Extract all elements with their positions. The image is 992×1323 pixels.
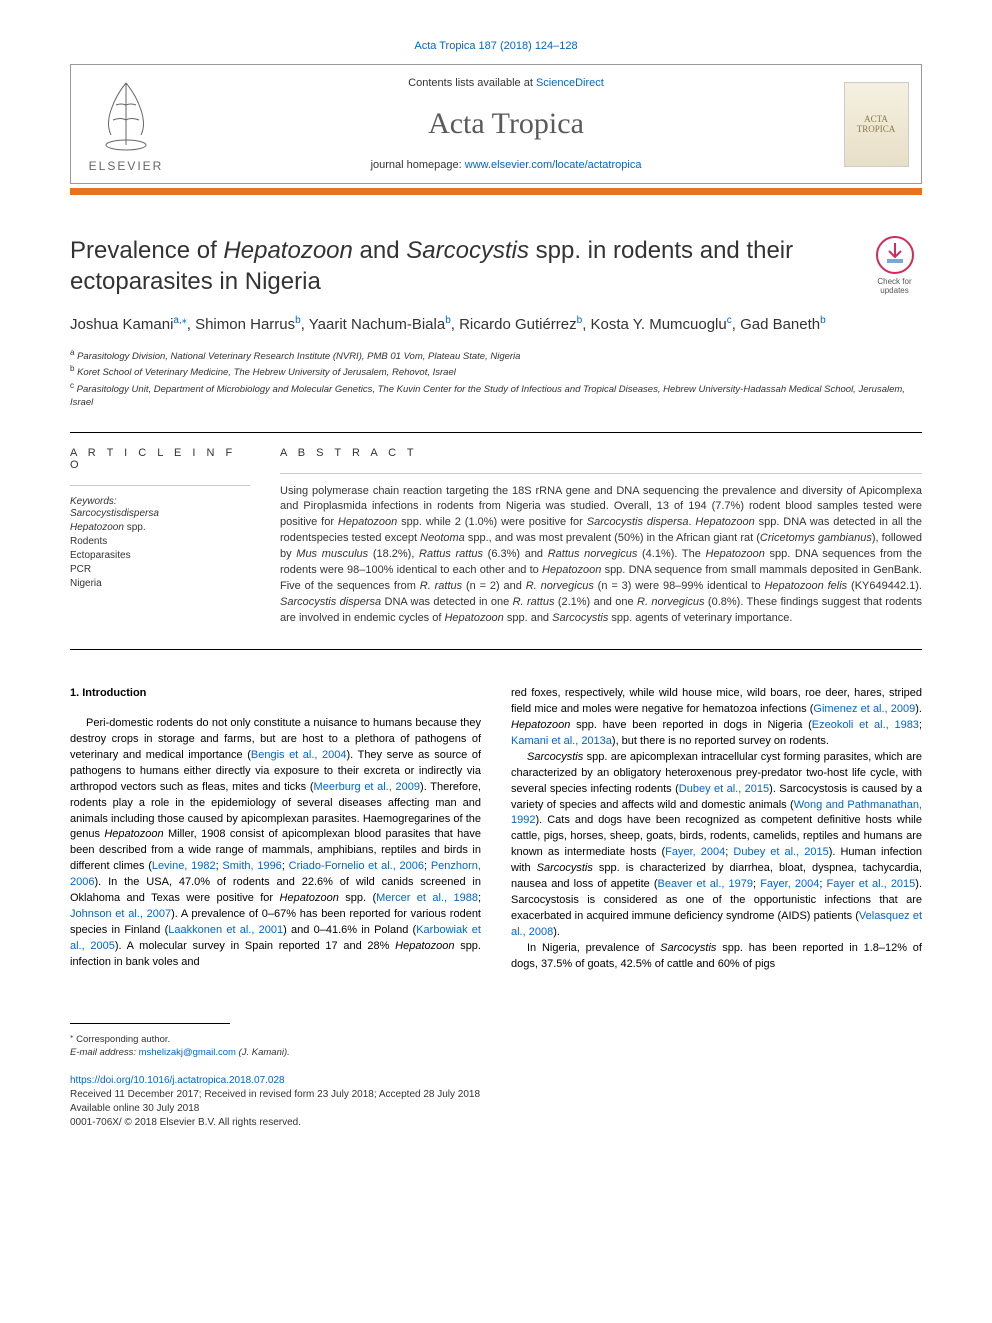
available-line: Available online 30 July 2018	[70, 1102, 922, 1116]
ref-link[interactable]: Meerburg et al., 2009	[314, 781, 420, 793]
intro-heading: 1. Introduction	[70, 686, 481, 702]
doi-block: https://doi.org/10.1016/j.actatropica.20…	[70, 1074, 922, 1130]
article-title: Prevalence of Hepatozoon and Sarcocystis…	[70, 235, 847, 297]
footer-separator	[70, 1023, 230, 1024]
homepage-line: journal homepage: www.elsevier.com/locat…	[181, 159, 831, 171]
email-line: E-mail address: mshelizakj@gmail.com (J.…	[70, 1047, 922, 1058]
homepage-prefix: journal homepage:	[371, 159, 465, 171]
aff-c-link[interactable]: c	[727, 315, 732, 326]
contents-line: Contents lists available at ScienceDirec…	[181, 77, 831, 89]
title-row: Prevalence of Hepatozoon and Sarcocystis…	[70, 235, 922, 297]
email-label: E-mail address:	[70, 1047, 139, 1058]
ref-link[interactable]: Levine, 1982	[152, 860, 216, 872]
body-right-column: red foxes, respectively, while wild hous…	[511, 686, 922, 973]
journal-cover-block: ACTA TROPICA	[831, 65, 921, 183]
abstract-label: A B S T R A C T	[280, 447, 922, 459]
ref-link[interactable]: Kamani et al., 2013a	[511, 735, 612, 747]
aff-b-link-4[interactable]: b	[820, 315, 826, 326]
ref-link[interactable]: Wong and Pathmanathan, 1992	[511, 799, 922, 827]
header-center: Contents lists available at ScienceDirec…	[181, 65, 831, 183]
body-paragraph: Peri-domestic rodents do not only consti…	[70, 716, 481, 971]
ref-link[interactable]: Criado-Fornelio et al., 2006	[289, 860, 424, 872]
aff-b-link[interactable]: b	[295, 315, 301, 326]
journal-cover-icon: ACTA TROPICA	[844, 82, 909, 167]
corresponding-note: ⁎ Corresponding author.	[70, 1032, 922, 1045]
email-link[interactable]: mshelizakj@gmail.com	[139, 1047, 236, 1058]
ref-link[interactable]: Smith, 1996	[222, 860, 281, 872]
divider-bottom	[70, 649, 922, 650]
affiliations: a Parasitology Division, National Veteri…	[70, 347, 922, 410]
affiliation-a: a Parasitology Division, National Veteri…	[70, 347, 922, 363]
abstract-text: Using polymerase chain reaction targetin…	[280, 484, 922, 627]
ref-link[interactable]: Dubey et al., 2015	[679, 783, 769, 795]
ref-link[interactable]: Johnson et al., 2007	[70, 908, 171, 920]
ref-link[interactable]: Dubey et al., 2015	[733, 846, 828, 858]
ref-link[interactable]: Fayer et al., 2015	[827, 878, 916, 890]
contents-prefix: Contents lists available at	[408, 77, 536, 89]
citation-link[interactable]: Acta Tropica 187 (2018) 124–128	[414, 40, 577, 52]
affiliation-b: b Koret School of Veterinary Medicine, T…	[70, 363, 922, 379]
orange-accent-bar	[70, 188, 922, 195]
ref-link[interactable]: Bengis et al., 2004	[251, 749, 347, 761]
ref-link[interactable]: Velasquez et al., 2008	[511, 910, 922, 938]
body-left-column: 1. Introduction Peri-domestic rodents do…	[70, 686, 481, 973]
cover-text-bottom: TROPICA	[857, 124, 896, 134]
keyword-item: Ectoparasites	[70, 549, 250, 563]
doi-link[interactable]: https://doi.org/10.1016/j.actatropica.20…	[70, 1075, 285, 1086]
elsevier-tree-icon	[91, 75, 161, 155]
abstract-column: A B S T R A C T Using polymerase chain r…	[280, 447, 922, 627]
article-info-column: A R T I C L E I N F O Keywords: Sarcocys…	[70, 447, 250, 627]
publisher-logo-block: ELSEVIER	[71, 65, 181, 183]
keyword-item: Nigeria	[70, 577, 250, 591]
ref-link[interactable]: Mercer et al., 1988	[376, 892, 478, 904]
affiliation-c: c Parasitology Unit, Department of Micro…	[70, 380, 922, 410]
corr-link[interactable]: ⁎	[182, 315, 187, 326]
journal-header: ELSEVIER Contents lists available at Sci…	[70, 64, 922, 184]
keyword-item: Sarcocystisdispersa	[70, 507, 250, 521]
top-citation: Acta Tropica 187 (2018) 124–128	[70, 40, 922, 52]
authors: Joshua Kamania,⁎, Shimon Harrusb, Yaarit…	[70, 313, 922, 337]
aff-b-link-2[interactable]: b	[445, 315, 451, 326]
aff-a-link[interactable]: a	[173, 315, 179, 326]
body-paragraph: red foxes, respectively, while wild hous…	[511, 686, 922, 750]
body-columns: 1. Introduction Peri-domestic rodents do…	[70, 686, 922, 973]
keyword-item: Hepatozoon spp.	[70, 521, 250, 535]
journal-name: Acta Tropica	[181, 107, 831, 141]
abstract-divider	[280, 473, 922, 474]
keywords-heading: Keywords:	[70, 496, 250, 507]
publisher-name: ELSEVIER	[89, 159, 164, 173]
body-paragraph: In Nigeria, prevalence of Sarcocystis sp…	[511, 941, 922, 973]
email-name: (J. Kamani).	[236, 1047, 290, 1058]
updates-label: Check for updates	[867, 277, 922, 295]
homepage-link[interactable]: www.elsevier.com/locate/actatropica	[465, 159, 642, 171]
article-info-label: A R T I C L E I N F O	[70, 447, 250, 471]
keyword-item: PCR	[70, 563, 250, 577]
sciencedirect-link[interactable]: ScienceDirect	[536, 77, 604, 89]
keyword-item: Rodents	[70, 535, 250, 549]
copyright-line: 0001-706X/ © 2018 Elsevier B.V. All righ…	[70, 1116, 922, 1130]
updates-icon	[875, 235, 915, 275]
ref-link[interactable]: Fayer, 2004	[665, 846, 725, 858]
body-paragraph: Sarcocystis spp. are apicomplexan intrac…	[511, 750, 922, 941]
info-abstract-row: A R T I C L E I N F O Keywords: Sarcocys…	[70, 447, 922, 627]
received-line: Received 11 December 2017; Received in r…	[70, 1088, 922, 1102]
ref-link[interactable]: Beaver et al., 1979	[658, 878, 754, 890]
page-container: Acta Tropica 187 (2018) 124–128 ELSEVIER…	[0, 0, 992, 1170]
aff-b-link-3[interactable]: b	[577, 315, 583, 326]
keywords-list: Sarcocystisdispersa Hepatozoon spp. Rode…	[70, 507, 250, 591]
info-divider	[70, 485, 250, 486]
check-updates-badge[interactable]: Check for updates	[867, 235, 922, 295]
ref-link[interactable]: Gimenez et al., 2009	[813, 703, 915, 715]
ref-link[interactable]: Fayer, 2004	[760, 878, 819, 890]
ref-link[interactable]: Ezeokoli et al., 1983	[812, 719, 919, 731]
divider-top	[70, 432, 922, 433]
ref-link[interactable]: Laakkonen et al., 2001	[168, 924, 283, 936]
cover-text-top: ACTA	[864, 114, 888, 124]
